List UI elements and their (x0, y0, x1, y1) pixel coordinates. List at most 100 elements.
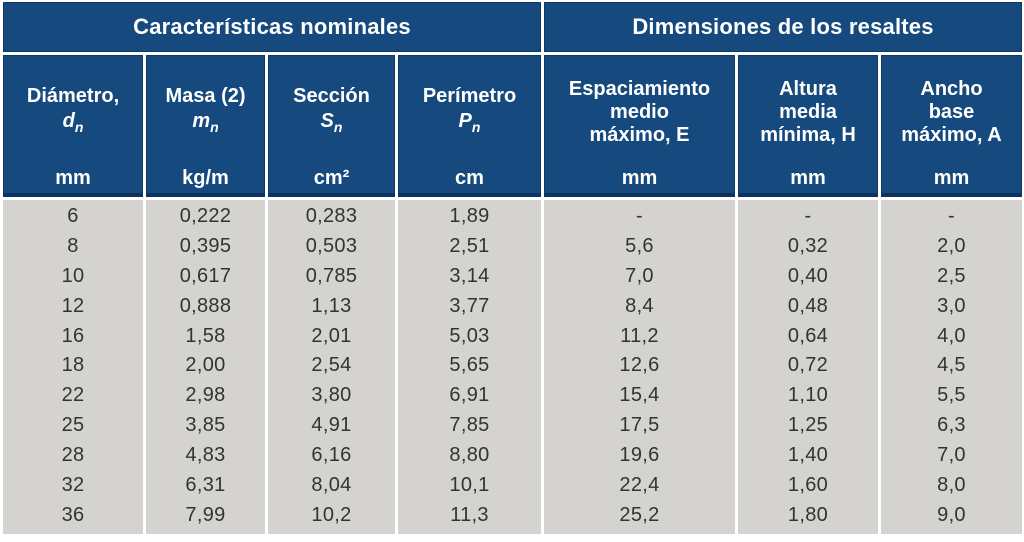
cell-value: 0,395 (179, 235, 232, 258)
column-header-text: Diámetro, dn (4, 85, 142, 140)
cell-value: 2,51 (449, 235, 490, 258)
cell-value: 2,01 (311, 324, 352, 347)
column-name: máximo, A (901, 123, 1002, 146)
cell-value: 1,80 (787, 503, 829, 526)
cell-value: 0,64 (787, 324, 829, 347)
cell-value: - (636, 205, 643, 228)
cell-value: 3,80 (311, 384, 352, 407)
cell-value: 2,0 (937, 235, 966, 258)
cell-value: 10 (61, 265, 85, 288)
column-header-diametro: Diámetro, dn mm (3, 55, 143, 197)
cell-value: 6,31 (185, 473, 226, 496)
column-unit: kg/m (182, 167, 229, 189)
column-header-text: Espaciamiento medio máximo, E (545, 78, 734, 147)
cell-value: 7,0 (625, 265, 654, 288)
column-symbol: mn (192, 109, 219, 135)
cell-value: 0,222 (179, 205, 232, 228)
cell-value: 16 (61, 324, 85, 347)
cell-value: 25 (61, 414, 85, 437)
column-name: Sección (293, 84, 370, 107)
cell-value: - (804, 205, 812, 228)
cell-value: 2,00 (185, 354, 226, 377)
data-column-perimetro: 1,89 2,51 3,14 3,77 5,03 5,65 6,91 7,85 … (398, 200, 541, 534)
cell-value: 7,0 (937, 443, 966, 466)
column-name: mínima, H (760, 123, 856, 146)
column-header-text: Sección Sn (269, 85, 394, 140)
cell-value: 1,40 (787, 443, 829, 466)
cell-value: 1,58 (185, 324, 226, 347)
data-column-ancho: - 2,0 2,5 3,0 4,0 4,5 5,5 6,3 7,0 8,0 9,… (881, 200, 1022, 534)
cell-value: 9,0 (937, 503, 966, 526)
column-header-perimetro: Perímetro Pn cm (398, 55, 541, 197)
data-column-espaciamiento: - 5,6 7,0 8,4 11,2 12,6 15,4 17,5 19,6 2… (544, 200, 735, 534)
cell-value: 6,91 (449, 384, 490, 407)
cell-value: 8,80 (449, 443, 490, 466)
cell-value: 3,77 (449, 294, 490, 317)
column-header-text: Perímetro Pn (399, 85, 540, 140)
cell-value: 25,2 (619, 503, 660, 526)
cell-value: 8,4 (625, 294, 654, 317)
column-symbol: Pn (458, 109, 481, 135)
cell-value: 6 (67, 205, 79, 228)
section-header-caracteristicas-nominales: Características nominales (3, 2, 541, 52)
cell-value: 2,5 (937, 265, 966, 288)
column-unit: mm (790, 167, 826, 189)
cell-value: 8,0 (937, 473, 966, 496)
cell-value: 2,98 (185, 384, 226, 407)
cell-value: 10,1 (449, 473, 490, 496)
column-header-espaciamiento: Espaciamiento medio máximo, E mm (544, 55, 735, 197)
column-name: Espaciamiento (568, 77, 711, 100)
cell-value: 15,4 (619, 384, 660, 407)
cell-value: 0,32 (787, 235, 829, 258)
cell-value: 6,3 (937, 414, 966, 437)
column-header-text: Ancho base máximo, A (882, 78, 1021, 147)
cell-value: 1,89 (449, 205, 490, 228)
column-unit: mm (933, 167, 970, 189)
column-unit: mm (621, 167, 658, 189)
cell-value: 0,888 (179, 294, 232, 317)
cell-value: 18 (61, 354, 85, 377)
cell-value: 3,0 (937, 294, 966, 317)
cell-value: 17,5 (619, 414, 660, 437)
column-header-ancho: Ancho base máximo, A mm (881, 55, 1022, 197)
cell-value: 8 (67, 235, 79, 258)
cell-value: 0,72 (787, 354, 829, 377)
column-header-text: Altura media mínima, H (739, 78, 877, 147)
cell-value: 8,04 (311, 473, 352, 496)
cell-value: 22,4 (619, 473, 660, 496)
cell-value: 4,5 (937, 354, 966, 377)
cell-value: 0,48 (787, 294, 829, 317)
cell-value: 1,60 (787, 473, 829, 496)
cell-value: 19,6 (619, 443, 660, 466)
column-name: máximo, E (589, 123, 690, 146)
column-header-masa: Masa (2) mn kg/m (146, 55, 265, 197)
cell-value: 6,16 (311, 443, 352, 466)
cell-value: 4,91 (311, 414, 352, 437)
cell-value: 28 (61, 443, 85, 466)
column-header-seccion: Sección Sn cm² (268, 55, 395, 197)
cell-value: 7,85 (449, 414, 490, 437)
cell-value: 5,03 (449, 324, 490, 347)
data-column-altura: - 0,32 0,40 0,48 0,64 0,72 1,10 1,25 1,4… (738, 200, 878, 534)
column-name: medio (610, 100, 669, 123)
cell-value: 1,25 (787, 414, 829, 437)
column-header-altura: Altura media mínima, H mm (738, 55, 878, 197)
column-name: Masa (2) (165, 84, 246, 107)
data-column-masa: 0,222 0,395 0,617 0,888 1,58 2,00 2,98 3… (146, 200, 265, 534)
cell-value: 1,10 (787, 384, 829, 407)
cell-value: 12,6 (619, 354, 660, 377)
cell-value: 5,65 (449, 354, 490, 377)
cell-value: 3,14 (449, 265, 490, 288)
cell-value: - (948, 205, 955, 228)
cell-value: 11,3 (450, 503, 489, 526)
cell-value: 3,85 (185, 414, 226, 437)
column-symbol: Sn (320, 109, 343, 135)
column-symbol: dn (62, 109, 84, 135)
cell-value: 32 (61, 473, 85, 496)
cell-value: 2,54 (311, 354, 352, 377)
data-column-diametro: 6 8 10 12 16 18 22 25 28 32 36 (3, 200, 143, 534)
column-unit: cm (455, 167, 484, 189)
cell-value: 10,2 (311, 503, 352, 526)
cell-value: 1,13 (311, 294, 352, 317)
cell-value: 5,5 (937, 384, 966, 407)
